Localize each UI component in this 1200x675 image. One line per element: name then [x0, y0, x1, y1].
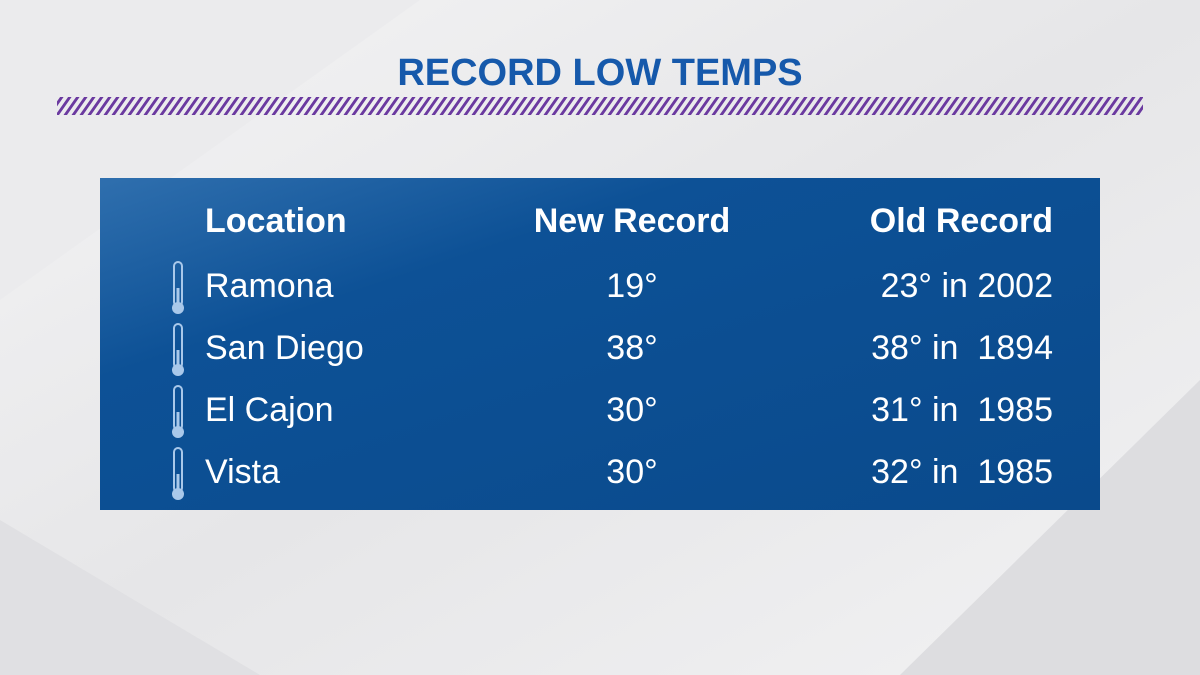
thermometer-level — [176, 474, 180, 492]
column-header: New Record — [534, 202, 731, 240]
table-cell: 19° — [606, 267, 657, 305]
table-cell: Vista — [205, 453, 280, 491]
bg-shape — [900, 380, 1200, 675]
table-cell: 30° — [606, 391, 657, 429]
thermometer-level — [176, 412, 180, 430]
title: RECORD LOW TEMPS — [397, 52, 802, 94]
thermometer-icon — [172, 385, 184, 438]
table-cell: Ramona — [205, 267, 334, 305]
thermometer-level — [176, 350, 180, 368]
thermometer-icon — [172, 261, 184, 314]
table: Location New Record Old Record Ramona 19° 23°… — [172, 202, 1053, 500]
bg-shape — [0, 520, 260, 675]
thermometer-icon — [172, 447, 184, 500]
column-header: Location — [205, 202, 347, 240]
column-header: Old Record — [870, 202, 1053, 240]
table-panel — [100, 178, 1100, 510]
table-cell: 32° in 1985 — [871, 453, 1053, 491]
table-cell: El Cajon — [205, 391, 334, 429]
thermometer-bulb — [172, 488, 184, 500]
thermometer-bulb — [172, 426, 184, 438]
table-cell: 30° — [606, 453, 657, 491]
table-cell: 31° in 1985 — [871, 391, 1053, 429]
table-cell: 38° in 1894 — [871, 329, 1053, 367]
thermometer-bulb — [172, 364, 184, 376]
thermometer-bulb — [172, 302, 184, 314]
table-cell: San Diego — [205, 329, 364, 367]
divider — [57, 97, 1143, 115]
table-cell: 23° in 2002 — [881, 267, 1053, 305]
table-cell: 38° — [606, 329, 657, 367]
thermometer-level — [176, 288, 180, 306]
thermometer-icon — [172, 323, 184, 376]
